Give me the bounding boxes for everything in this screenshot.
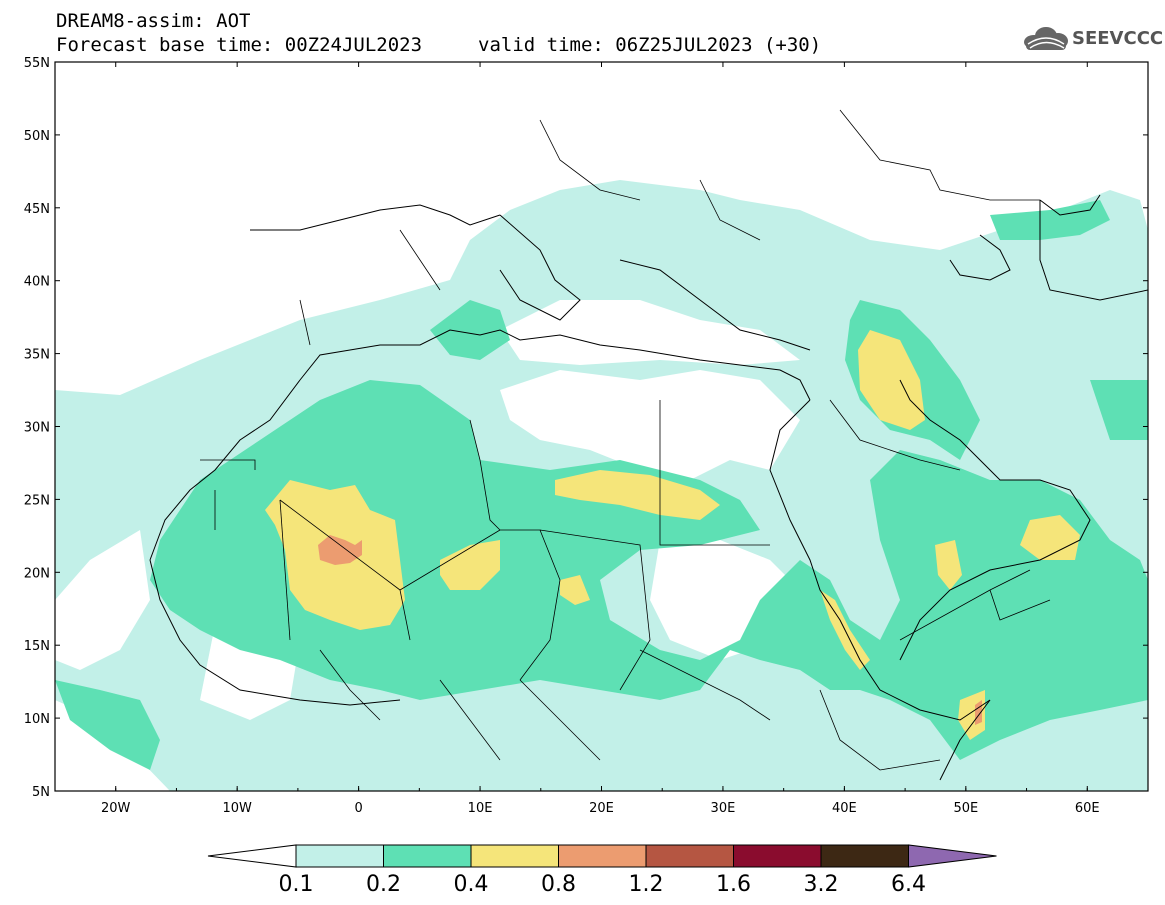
colorbar-segment	[295, 844, 384, 868]
longitude-label: 20E	[589, 801, 614, 816]
colorbar-label: 1.6	[716, 872, 751, 897]
colorbar-over-arrow	[908, 844, 997, 868]
longitude-label: 50E	[953, 801, 978, 816]
clear-areas	[55, 62, 1148, 791]
colorbar-label: 0.8	[541, 872, 576, 897]
valid-time: valid time: 06Z25JUL2023 (+30)	[478, 34, 822, 56]
cloud-logo-icon	[1024, 27, 1068, 50]
latitude-label: 25N	[24, 493, 50, 508]
colorbar-label: 6.4	[891, 872, 926, 897]
longitude-label: 20W	[101, 801, 131, 816]
coastlines	[149, 194, 1148, 781]
colorbar-label: 3.2	[804, 872, 839, 897]
latitude-label: 55N	[24, 56, 50, 71]
latitude-labels: 55N 50N 45N 40N 35N 30N 25N 20N 15N 10N 5N	[24, 56, 50, 800]
colorbar	[207, 844, 997, 868]
longitude-label: 40E	[832, 801, 857, 816]
colorbar-under-arrow	[207, 844, 297, 868]
latitude-label: 45N	[24, 202, 50, 217]
latitude-label: 10N	[24, 712, 50, 727]
colorbar-label: 0.2	[366, 872, 401, 897]
latitude-label: 40N	[24, 275, 50, 290]
longitude-label: 10E	[468, 801, 493, 816]
country-borders	[200, 109, 1051, 771]
colorbar-segment	[645, 844, 734, 868]
latitude-label: 30N	[24, 421, 50, 436]
logo-text: SEEVCCC	[1072, 28, 1164, 49]
aot-field	[55, 62, 1148, 791]
longitude-label: 0	[354, 801, 362, 816]
latitude-label: 20N	[24, 566, 50, 581]
colorbar-label: 0.4	[454, 872, 489, 897]
colorbar-segment	[470, 844, 559, 868]
map-title: DREAM8-assim: AOT	[56, 10, 251, 32]
latitude-label: 35N	[24, 348, 50, 363]
colorbar-segment	[820, 844, 909, 868]
forecast-base-time: Forecast base time: 00Z24JUL2023	[56, 34, 423, 56]
colorbar-segment	[558, 844, 647, 868]
axis-ticks	[54, 61, 1149, 792]
latitude-label: 5N	[32, 785, 50, 800]
longitude-label: 60E	[1075, 801, 1100, 816]
colorbar-label: 1.2	[629, 872, 664, 897]
longitude-labels: 20W 10W 0 10E 20E 30E 40E 50E 60E	[101, 801, 1100, 816]
colorbar-segment	[733, 844, 822, 868]
colorbar-label: 0.1	[279, 872, 314, 897]
colorbar-labels: 0.1 0.2 0.4 0.8 1.2 1.6 3.2 6.4	[279, 872, 927, 897]
latitude-label: 50N	[24, 129, 50, 144]
colorbar-segment	[383, 844, 472, 868]
longitude-label: 30E	[711, 801, 736, 816]
longitude-label: 10W	[222, 801, 252, 816]
latitude-label: 15N	[24, 639, 50, 654]
